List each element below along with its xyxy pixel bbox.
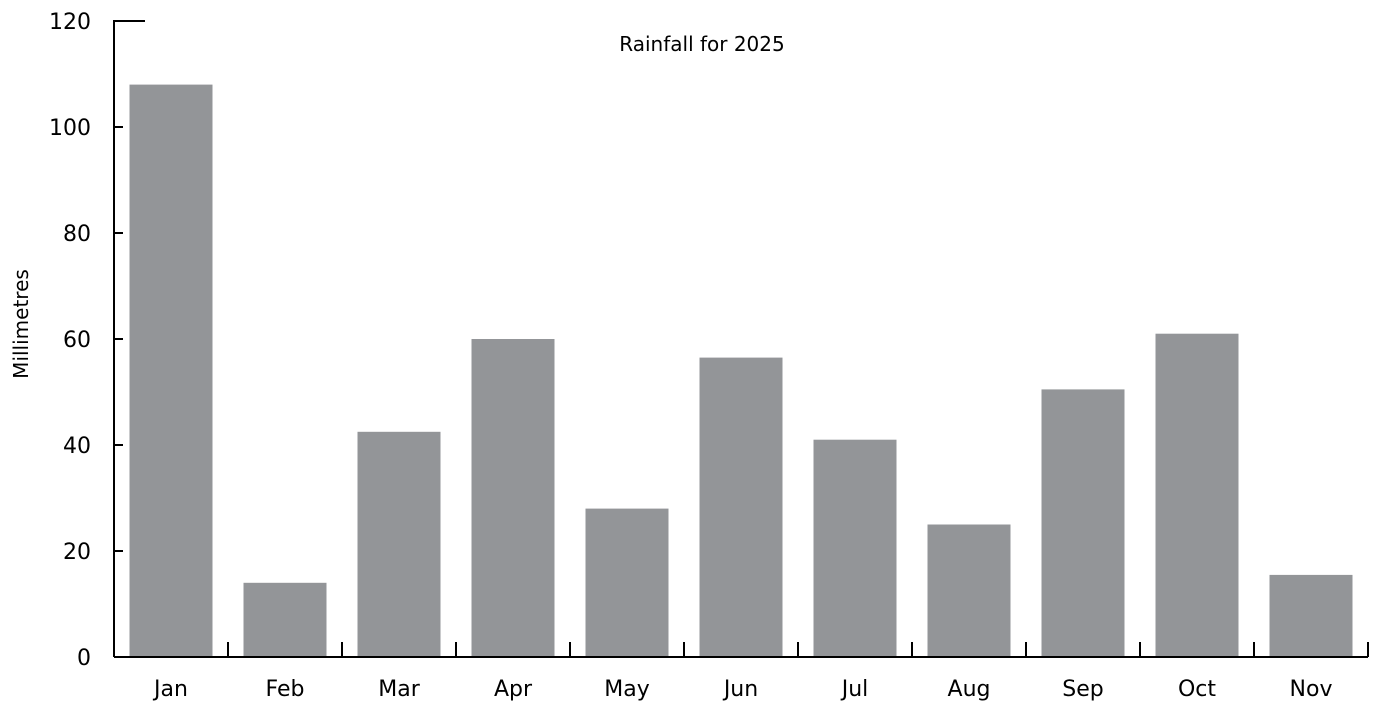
y-tick-label: 120 bbox=[49, 10, 91, 35]
bar-oct bbox=[1155, 333, 1239, 657]
x-tick-label: Apr bbox=[494, 677, 533, 702]
x-tick-label: Feb bbox=[266, 677, 305, 702]
bar-jun bbox=[699, 357, 783, 657]
x-tick-label: Nov bbox=[1290, 677, 1333, 702]
y-tick-label: 100 bbox=[49, 116, 91, 141]
bar-sep bbox=[1041, 389, 1125, 657]
y-tick-label: 60 bbox=[63, 328, 91, 353]
bars-group bbox=[129, 84, 1353, 658]
y-tick-label: 40 bbox=[63, 434, 91, 459]
x-tick-label: Jul bbox=[840, 677, 869, 702]
bar-mar bbox=[357, 431, 441, 658]
y-tick-label: 80 bbox=[63, 222, 91, 247]
bar-feb bbox=[243, 582, 327, 657]
x-tick-label: Sep bbox=[1062, 677, 1103, 702]
x-tick-label: Mar bbox=[378, 677, 420, 702]
y-tick-label: 20 bbox=[63, 540, 91, 565]
y-axis: 0 20 40 60 80 100 120 bbox=[49, 10, 145, 671]
bar-aug bbox=[927, 524, 1011, 657]
chart-title: Rainfall for 2025 bbox=[619, 32, 784, 56]
y-tick-label: 0 bbox=[77, 646, 91, 671]
x-tick-label: Jan bbox=[152, 677, 188, 702]
bar-jul bbox=[813, 439, 897, 657]
x-tick-label: Aug bbox=[948, 677, 991, 702]
x-tick-label: Oct bbox=[1178, 677, 1216, 702]
bar-jan bbox=[129, 84, 213, 658]
bar-apr bbox=[471, 339, 555, 657]
y-axis-label: Millimetres bbox=[9, 269, 33, 379]
x-tick-label: May bbox=[604, 677, 649, 702]
bar-may bbox=[585, 508, 669, 657]
bar-nov bbox=[1269, 574, 1353, 657]
x-tick-label: Jun bbox=[722, 677, 758, 702]
x-axis: Jan Feb Mar Apr May Jun Jul Aug Sep Oct Nov bbox=[114, 642, 1369, 702]
